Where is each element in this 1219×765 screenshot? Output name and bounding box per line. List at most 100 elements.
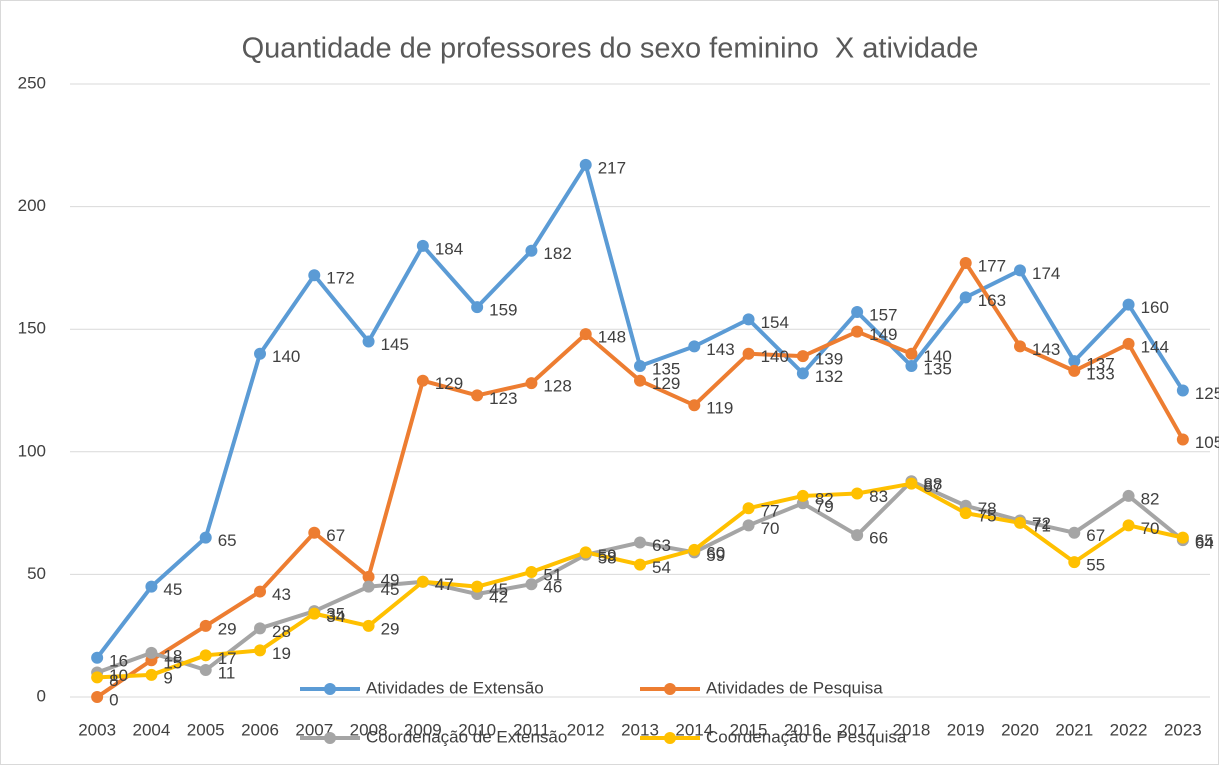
x-tick-label: 2011 xyxy=(513,720,550,739)
data-label: 28 xyxy=(272,622,291,641)
data-point xyxy=(1068,355,1081,368)
data-label: 128 xyxy=(543,377,571,396)
data-point xyxy=(91,691,104,703)
data-label: 75 xyxy=(978,507,997,526)
x-tick-label: 2023 xyxy=(1164,720,1202,739)
data-point xyxy=(471,580,484,593)
data-label: 35 xyxy=(326,605,345,624)
data-label: 49 xyxy=(381,570,400,589)
data-label: 135 xyxy=(923,359,951,378)
data-point xyxy=(525,244,538,257)
data-label: 140 xyxy=(272,347,300,366)
data-point xyxy=(905,477,918,490)
data-point xyxy=(525,377,538,390)
data-point xyxy=(1122,298,1135,311)
data-point xyxy=(742,313,755,326)
data-label: 16 xyxy=(109,651,128,670)
data-label: 144 xyxy=(1141,337,1169,356)
data-label: 157 xyxy=(869,306,897,325)
data-label: 82 xyxy=(815,489,834,508)
data-label: 72 xyxy=(1032,514,1051,533)
data-point xyxy=(742,519,755,532)
data-point xyxy=(688,340,701,353)
x-tick-label: 2004 xyxy=(133,720,171,739)
data-label: 47 xyxy=(435,575,454,594)
data-label: 45 xyxy=(163,580,182,599)
x-tick-label: 2012 xyxy=(567,720,605,739)
data-label: 63 xyxy=(652,536,671,555)
data-point xyxy=(1122,337,1135,350)
data-point xyxy=(1122,519,1135,532)
data-label: 129 xyxy=(652,374,680,393)
data-label: 145 xyxy=(381,335,409,354)
x-tick-label: 2018 xyxy=(893,720,931,739)
legend-marker xyxy=(664,732,676,744)
data-label: 217 xyxy=(598,158,626,177)
y-tick-label: 100 xyxy=(18,441,46,460)
data-label: 77 xyxy=(761,502,780,521)
x-tick-label: 2013 xyxy=(621,720,659,739)
data-point xyxy=(634,359,646,372)
data-label: 0 xyxy=(109,690,118,709)
data-point xyxy=(362,570,375,583)
data-label: 46 xyxy=(543,578,562,597)
data-label: 43 xyxy=(272,585,291,604)
data-label: 177 xyxy=(978,256,1006,275)
data-label: 159 xyxy=(489,301,517,320)
data-point xyxy=(634,558,646,571)
chart-title: Quantidade de professores do sexo femini… xyxy=(242,33,979,65)
legend-marker xyxy=(324,732,336,744)
x-tick-label: 2008 xyxy=(350,720,388,739)
data-point xyxy=(362,619,375,632)
legend-label: Coordenação de Pesquisa xyxy=(706,727,907,746)
x-tick-label: 2017 xyxy=(838,720,876,739)
data-point xyxy=(199,649,212,662)
data-label: 8 xyxy=(109,671,118,690)
x-tick-label: 2009 xyxy=(404,720,442,739)
data-point xyxy=(579,546,592,559)
data-label: 125 xyxy=(1195,384,1219,403)
data-point xyxy=(959,291,972,304)
data-label: 154 xyxy=(761,313,789,332)
x-tick-label: 2003 xyxy=(78,720,116,739)
data-label: 132 xyxy=(815,367,843,386)
data-label: 160 xyxy=(1141,298,1169,317)
data-label: 182 xyxy=(543,244,571,263)
data-point xyxy=(1068,556,1081,569)
data-point xyxy=(905,359,918,372)
data-label: 9 xyxy=(163,668,172,687)
data-point xyxy=(579,158,592,171)
data-label: 18 xyxy=(163,646,182,665)
y-tick-label: 0 xyxy=(37,686,46,705)
data-point xyxy=(742,347,755,360)
data-label: 105 xyxy=(1195,433,1219,452)
data-label: 65 xyxy=(1195,531,1214,550)
data-label: 78 xyxy=(978,499,997,518)
data-label: 137 xyxy=(1086,355,1114,374)
data-point xyxy=(416,575,429,588)
x-tick-label: 2006 xyxy=(241,720,279,739)
data-label: 174 xyxy=(1032,264,1060,283)
data-point xyxy=(959,507,972,520)
data-point xyxy=(199,619,212,632)
legend-marker xyxy=(664,683,676,695)
data-point xyxy=(254,347,266,360)
data-label: 54 xyxy=(652,558,671,577)
data-label: 88 xyxy=(923,475,942,494)
data-label: 172 xyxy=(326,269,354,288)
data-label: 67 xyxy=(326,526,345,545)
data-point xyxy=(851,529,864,542)
data-point xyxy=(851,325,864,338)
data-point xyxy=(254,644,266,657)
data-point xyxy=(416,374,429,387)
x-tick-label: 2019 xyxy=(947,720,985,739)
data-label: 59 xyxy=(598,546,617,565)
data-label: 140 xyxy=(923,347,951,366)
data-label: 129 xyxy=(435,374,463,393)
data-point xyxy=(796,367,809,380)
legend-label: Atividades de Extensão xyxy=(366,678,544,697)
data-label: 51 xyxy=(543,565,562,584)
data-point xyxy=(145,580,158,593)
data-point xyxy=(796,350,809,363)
